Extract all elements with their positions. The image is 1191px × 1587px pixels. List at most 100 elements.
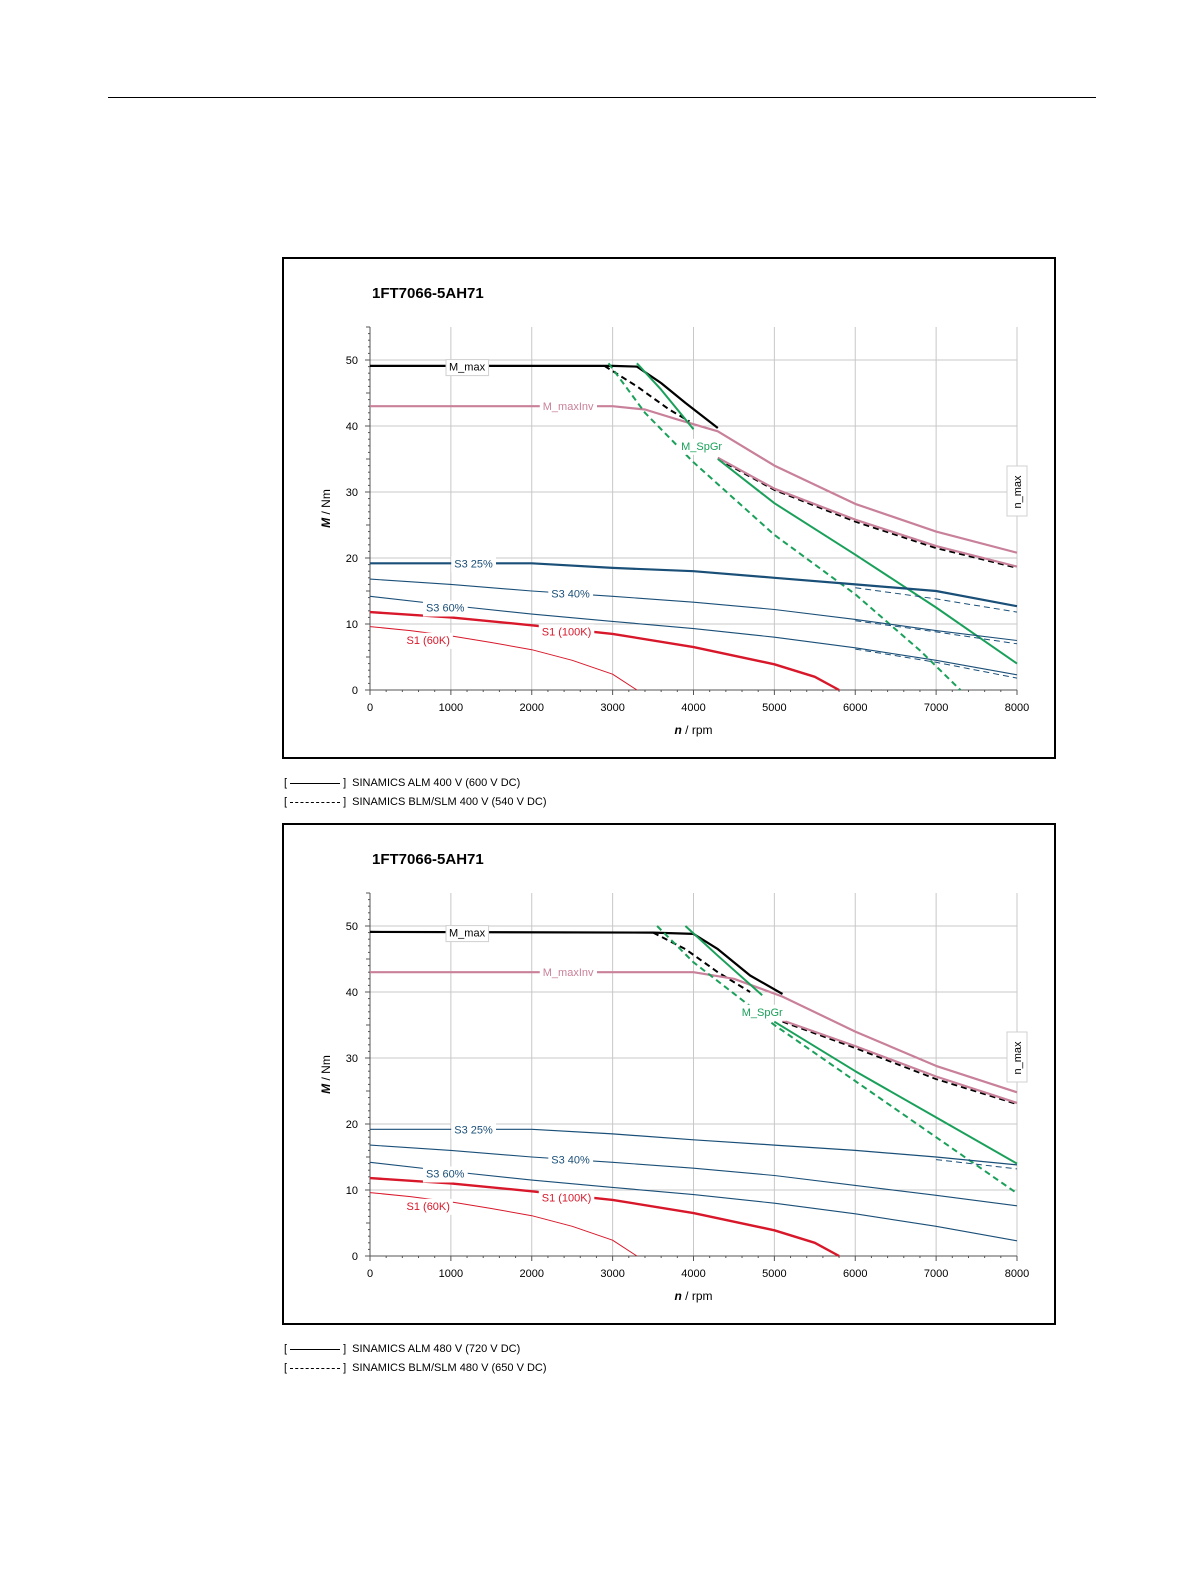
series-label-background <box>451 1122 497 1139</box>
legend-item-dashed: [] SINAMICS BLM/SLM 480 V (650 V DC) <box>284 1359 547 1378</box>
dashed-line-swatch <box>290 802 341 803</box>
x-tick-label: 4000 <box>681 1268 705 1280</box>
series-line-m-max <box>369 930 784 995</box>
series-label-background <box>678 438 726 455</box>
series-line-s1-60k <box>369 1192 638 1257</box>
x-tick-label: 4000 <box>681 702 705 714</box>
y-tick-label: 20 <box>346 1119 358 1131</box>
chart-1-legend: [] SINAMICS ALM 400 V (600 V DC) [] SINA… <box>284 774 547 812</box>
y-tick-label: 30 <box>346 487 358 499</box>
chart-plot-area: 0 1000 2000 3000 4000 5000 6000 7000 8000 0 10 20 30… <box>319 892 1029 1303</box>
series-label: M_maxInv <box>543 967 594 979</box>
x-tick-label: 8000 <box>1005 702 1029 714</box>
series-line <box>936 1159 1018 1170</box>
series-label-background <box>738 1004 787 1021</box>
solid-line-swatch <box>290 1349 341 1350</box>
series-label: S1 (100K) <box>542 1192 592 1204</box>
series-label: S3 60% <box>426 603 465 615</box>
legend-item-solid: [] SINAMICS ALM 400 V (600 V DC) <box>284 774 547 793</box>
series-line-m-maxinv <box>370 971 1018 1094</box>
x-tick-label: 6000 <box>843 702 867 714</box>
series-line-s1-100k <box>369 610 840 692</box>
legend-label: SINAMICS ALM 480 V (720 V DC) <box>352 1343 521 1355</box>
series-label-background <box>403 632 453 649</box>
series-line-s3-60 <box>369 595 1018 676</box>
series-label: S1 (100K) <box>542 626 592 638</box>
series-label: S3 40% <box>551 589 590 601</box>
series-label-background <box>422 1166 468 1183</box>
series-label-background <box>538 1190 595 1207</box>
n-max-label-background <box>1006 465 1028 517</box>
x-tick-label: 5000 <box>762 702 786 714</box>
series-line <box>717 456 1018 568</box>
series-line-s1-60k <box>369 626 638 691</box>
page-top-rule <box>108 97 1096 98</box>
series-line-m-spgr <box>636 362 695 430</box>
legend-label: SINAMICS ALM 400 V (600 V DC) <box>352 777 521 789</box>
torque-speed-chart-2: 1FT7066-5AH71 0 1000 2000 3000 4000 5000 6000 7… <box>282 823 1056 1325</box>
x-tick-label: 1000 <box>439 1268 463 1280</box>
x-tick-label: 3000 <box>600 1268 624 1280</box>
x-tick-label: 2000 <box>520 1268 544 1280</box>
n-max-label: n_max <box>1012 475 1024 509</box>
series-label: M_SpGr <box>742 1007 783 1019</box>
series-label-background <box>445 925 490 943</box>
series-line-m-maxinv <box>370 405 1018 554</box>
legend-item-solid: [] SINAMICS ALM 480 V (720 V DC) <box>284 1340 547 1359</box>
y-tick-label: 0 <box>352 1251 358 1263</box>
series-line-s3-25 <box>370 562 1018 608</box>
series-label-background <box>548 1152 594 1169</box>
y-tick-label: 50 <box>346 355 358 367</box>
series-label: M_maxInv <box>543 401 594 413</box>
series-line <box>782 1020 1018 1106</box>
series-label: M_max <box>449 362 486 374</box>
series-line-s3-25 <box>370 1128 1018 1166</box>
series-line <box>717 458 1018 569</box>
y-tick-label: 10 <box>346 1185 358 1197</box>
x-tick-label: 0 <box>367 702 373 714</box>
torque-speed-chart-1: 1FT7066-5AH71 0 1000 2000 3000 4000 5000 6000 7… <box>282 257 1056 759</box>
series-line <box>773 1020 1018 1165</box>
dashed-line-swatch <box>290 1368 341 1369</box>
chart-2-legend: [] SINAMICS ALM 480 V (720 V DC) [] SINA… <box>284 1340 547 1378</box>
series-label: M_max <box>449 928 486 940</box>
y-axis-label: M / Nm <box>319 489 333 528</box>
x-tick-label: 1000 <box>439 702 463 714</box>
series-line <box>855 587 1018 613</box>
x-tick-label: 3000 <box>600 702 624 714</box>
y-tick-label: 40 <box>346 987 358 999</box>
y-tick-label: 20 <box>346 553 358 565</box>
series-line-s3-40 <box>369 1144 1018 1207</box>
y-tick-label: 50 <box>346 921 358 933</box>
series-label-background <box>538 624 595 641</box>
series-line-m-spgr <box>684 925 763 997</box>
x-tick-label: 5000 <box>762 1268 786 1280</box>
series-label-background <box>403 1198 453 1215</box>
series-line <box>717 458 1018 665</box>
series-line <box>855 648 1018 679</box>
series-line-s3-40 <box>369 578 1018 642</box>
series-label: S1 (60K) <box>407 1201 450 1213</box>
x-tick-label: 0 <box>367 1268 373 1280</box>
chart-plot-area: 0 1000 2000 3000 4000 5000 6000 7000 8000 0 10 20 30… <box>319 326 1029 737</box>
series-label: S3 25% <box>454 1124 493 1136</box>
series-label-background <box>539 965 598 982</box>
series-label: S1 (60K) <box>407 635 450 647</box>
y-tick-label: 10 <box>346 619 358 631</box>
n-max-label: n_max <box>1012 1041 1024 1075</box>
series-line-m-max <box>370 364 719 429</box>
legend-label: SINAMICS BLM/SLM 400 V (540 V DC) <box>352 796 547 808</box>
series-label-background <box>422 600 468 617</box>
n-max-label-background <box>1006 1031 1028 1083</box>
y-axis-label: M / Nm <box>319 1055 333 1094</box>
chart-title: 1FT7066-5AH71 <box>372 851 484 868</box>
x-tick-label: 7000 <box>924 1268 948 1280</box>
series-line <box>607 362 962 691</box>
x-axis-label: n / rpm <box>674 1289 712 1303</box>
series-label: S3 60% <box>426 1169 465 1181</box>
series-label: M_SpGr <box>681 441 722 453</box>
x-axis-label: n / rpm <box>674 723 712 737</box>
series-label-background <box>548 586 594 603</box>
series-line <box>652 931 751 993</box>
y-tick-label: 40 <box>346 421 358 433</box>
